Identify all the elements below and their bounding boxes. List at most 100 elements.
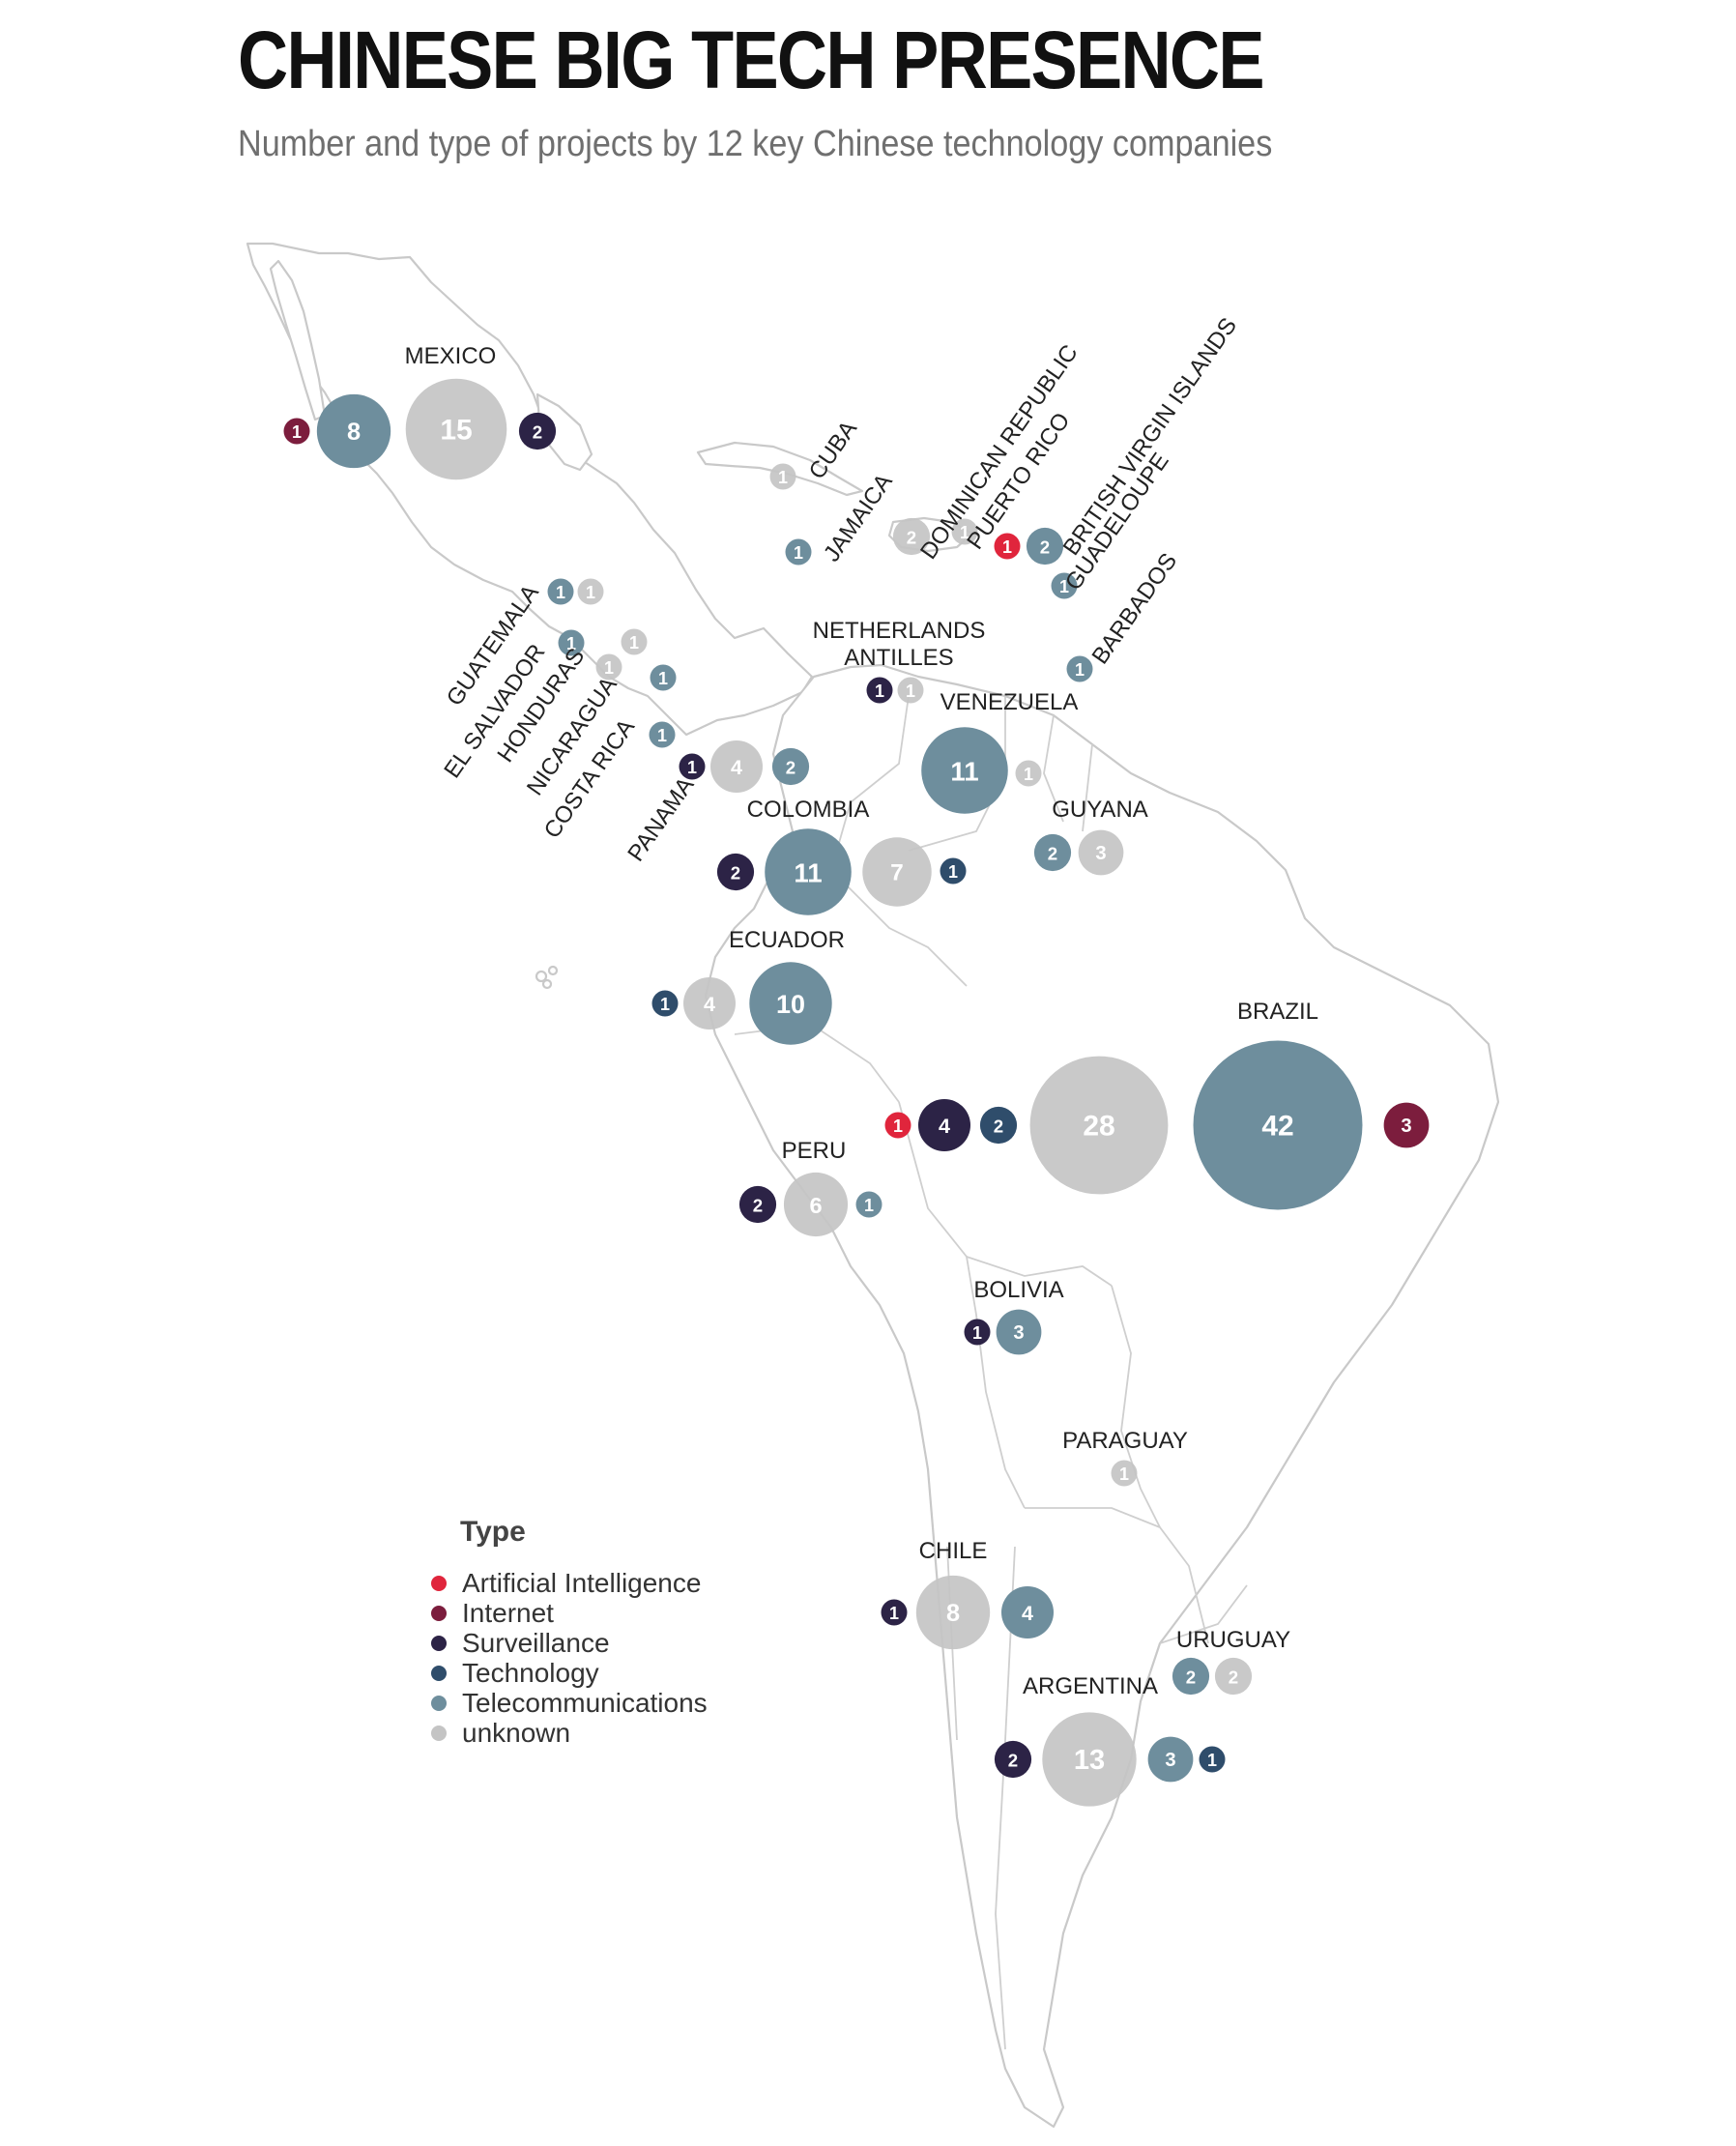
bubble-panama-surveillance: 1	[679, 753, 706, 780]
bubble-argentina-surveillance: 2	[994, 1740, 1032, 1779]
bubble-count-label: 2	[786, 758, 796, 778]
legend-dot	[431, 1665, 447, 1681]
bubble-circle	[518, 412, 557, 450]
country-label-venezuela: VENEZUELA	[940, 689, 1079, 715]
bubble-circle	[716, 853, 755, 891]
bubble-count-label: 1	[292, 422, 302, 442]
bubble-argentina-technology: 1	[1199, 1746, 1226, 1773]
bubble-count-label: 2	[1008, 1751, 1018, 1771]
legend-label: unknown	[462, 1717, 571, 1748]
bubble-venezuela-telecommunications: 11	[921, 727, 1008, 814]
bubble-colombia-surveillance: 2	[716, 853, 755, 891]
legend-dot	[431, 1605, 447, 1621]
bubble-honduras-unknown: 1	[621, 628, 648, 655]
bubble-count-label: 2	[1186, 1668, 1196, 1688]
bubble-circle	[918, 1099, 970, 1151]
bubble-circle	[1199, 1746, 1226, 1773]
bubble-circle	[769, 463, 796, 490]
bubble-count-label: 2	[753, 1196, 763, 1216]
bubble-count-label: 2	[1048, 844, 1057, 864]
bubble-bolivia-surveillance: 1	[964, 1319, 991, 1346]
bubble-guatemala-telecommunications: 1	[547, 578, 574, 605]
bubble-chile-surveillance: 1	[881, 1599, 908, 1626]
country-label-bolivia: BOLIVIA	[973, 1277, 1063, 1303]
bubble-count-label: 1	[586, 583, 595, 602]
bubble-dominican-republic-unknown: 2	[892, 517, 931, 556]
bubble-count-label: 7	[890, 860, 904, 886]
bubble-ecuador-technology: 1	[651, 990, 679, 1017]
bubble-count-label: 1	[960, 523, 969, 542]
bubble-count-label: 1	[1207, 1751, 1217, 1770]
legend-dot	[431, 1575, 447, 1591]
south-america-outline	[704, 663, 1500, 2129]
bubble-count-label: 1	[1075, 660, 1085, 680]
bubble-uruguay-telecommunications: 2	[1172, 1657, 1210, 1696]
bubble-count-label: 2	[1229, 1668, 1238, 1688]
bubble-circle	[1078, 829, 1124, 876]
bubble-puerto-rico-unknown: 1	[951, 518, 978, 545]
bubble-brazil-unknown: 28	[1029, 1056, 1169, 1195]
page-title: CHINESE BIG TECH PRESENCE	[238, 14, 1265, 105]
bubble-count-label: 2	[731, 863, 740, 884]
bubble-mexico-internet: 1	[283, 418, 310, 445]
bubble-count-label: 1	[889, 1604, 899, 1623]
country-label-netherlands-antilles: NETHERLANDS ANTILLES	[813, 618, 986, 671]
bubble-circle	[1193, 1040, 1363, 1210]
bubble-circle	[283, 418, 310, 445]
bubble-count-label: 1	[1059, 577, 1069, 596]
bubble-colombia-technology: 1	[940, 857, 967, 884]
bubble-circle	[951, 518, 978, 545]
bubble-mexico-unknown: 15	[405, 378, 507, 480]
bubble-circle	[649, 721, 676, 748]
country-label-argentina: ARGENTINA	[1023, 1673, 1158, 1699]
bubble-circle	[738, 1185, 777, 1224]
bubble-count-label: 1	[893, 1116, 903, 1136]
bubble-circle	[881, 1599, 908, 1626]
bubble-circle	[558, 629, 585, 656]
bubble-mexico-surveillance: 2	[518, 412, 557, 450]
bubble-count-label: 1	[875, 682, 884, 701]
bubble-circle	[1051, 572, 1078, 599]
mexico-central-america-outline	[246, 242, 814, 737]
bubble-peru-telecommunications: 1	[855, 1191, 882, 1218]
bubble-count-label: 2	[1040, 537, 1050, 558]
bubble-count-label: 1	[566, 634, 576, 653]
legend-item-internet: Internet	[431, 1598, 708, 1628]
bubble-count-label: 4	[704, 993, 715, 1016]
bubble-honduras-unknown: 1	[595, 653, 622, 681]
bubble-brazil-artificial-intelligence: 1	[884, 1112, 911, 1139]
country-label-mexico: MEXICO	[405, 343, 497, 369]
bubble-circle	[710, 740, 763, 793]
bubble-circle	[964, 1319, 991, 1346]
country-label-ecuador: ECUADOR	[729, 927, 845, 953]
bubble-guyana-telecommunications: 2	[1033, 833, 1072, 872]
bubble-count-label: 3	[1013, 1322, 1024, 1344]
bubble-colombia-unknown: 7	[862, 837, 932, 907]
bubble-circle	[1033, 833, 1072, 872]
bubble-circle	[683, 977, 736, 1030]
bubble-count-label: 15	[440, 415, 472, 447]
bubble-british-virgin-islands-artificial-intelligence: 1	[994, 533, 1021, 560]
bubble-circle	[996, 1309, 1042, 1355]
bubble-circle	[547, 578, 574, 605]
bubble-guadeloupe-telecommunications: 1	[1051, 572, 1078, 599]
bubble-chile-telecommunications: 4	[1001, 1586, 1054, 1638]
bubble-argentina-unknown: 13	[1042, 1712, 1137, 1807]
bubble-circle	[892, 517, 931, 556]
galapagos-island	[541, 978, 553, 990]
galapagos-island	[547, 965, 559, 976]
bubble-circle	[1147, 1736, 1194, 1783]
bubble-circle	[316, 393, 391, 469]
legend-dot	[431, 1635, 447, 1651]
bubble-circle	[679, 753, 706, 780]
legend-label: Technology	[462, 1657, 599, 1688]
bubble-count-label: 1	[864, 1196, 874, 1215]
bubble-count-label: 1	[657, 726, 667, 745]
bubble-circle	[897, 677, 924, 704]
bubble-paraguay-unknown: 1	[1111, 1460, 1138, 1487]
bubble-circle	[1214, 1657, 1253, 1696]
bubble-panama-telecommunications: 2	[771, 747, 810, 786]
bubble-count-label: 2	[994, 1116, 1003, 1137]
